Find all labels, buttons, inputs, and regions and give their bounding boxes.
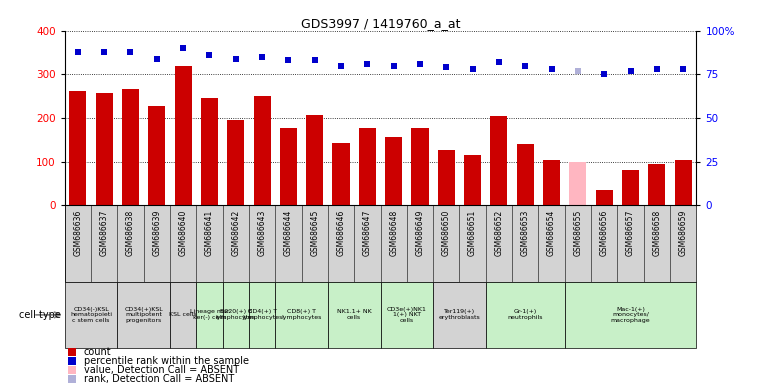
Text: Gr-1(+)
neutrophils: Gr-1(+) neutrophils <box>508 310 543 320</box>
Text: GSM686643: GSM686643 <box>257 209 266 256</box>
Bar <box>280 128 297 205</box>
Text: GSM686645: GSM686645 <box>310 209 319 256</box>
Bar <box>622 170 639 205</box>
Bar <box>117 282 170 348</box>
Text: GSM686657: GSM686657 <box>626 209 635 256</box>
Text: GSM686656: GSM686656 <box>600 209 609 256</box>
Bar <box>674 160 692 205</box>
Bar <box>228 120 244 205</box>
Text: count: count <box>84 347 111 357</box>
Text: GSM686637: GSM686637 <box>100 209 109 256</box>
Bar <box>306 115 323 205</box>
Bar <box>148 106 165 205</box>
Text: GSM686640: GSM686640 <box>179 209 188 256</box>
Text: GSM686658: GSM686658 <box>652 209 661 255</box>
Text: GSM686648: GSM686648 <box>389 209 398 255</box>
Text: CD4(+) T
lymphocytes: CD4(+) T lymphocytes <box>242 310 282 320</box>
Bar <box>174 66 192 205</box>
Text: GSM686650: GSM686650 <box>442 209 451 256</box>
Bar <box>380 282 433 348</box>
Text: B220(+) B
lymphocytes: B220(+) B lymphocytes <box>215 310 256 320</box>
Bar <box>328 282 380 348</box>
Bar <box>565 282 696 348</box>
Text: GSM686636: GSM686636 <box>73 209 82 256</box>
Bar <box>275 282 328 348</box>
Bar <box>65 282 117 348</box>
Text: GSM686652: GSM686652 <box>495 209 504 255</box>
Text: GSM686649: GSM686649 <box>416 209 425 256</box>
Text: GSM686654: GSM686654 <box>547 209 556 256</box>
Bar <box>333 142 349 205</box>
Title: GDS3997 / 1419760_a_at: GDS3997 / 1419760_a_at <box>301 17 460 30</box>
Bar <box>543 161 560 205</box>
Bar <box>569 162 587 205</box>
Bar <box>358 128 376 205</box>
Text: Mac-1(+)
monocytes/
macrophage: Mac-1(+) monocytes/ macrophage <box>611 306 651 323</box>
Text: CD3e(+)NK1
1(+) NKT
cells: CD3e(+)NK1 1(+) NKT cells <box>387 306 427 323</box>
Text: GSM686647: GSM686647 <box>363 209 372 256</box>
Bar <box>385 137 403 205</box>
Text: CD34(-)KSL
hematopoieti
c stem cells: CD34(-)KSL hematopoieti c stem cells <box>70 306 112 323</box>
Bar <box>196 282 222 348</box>
Text: GSM686653: GSM686653 <box>521 209 530 256</box>
Text: GSM686642: GSM686642 <box>231 209 240 255</box>
Bar <box>596 190 613 205</box>
Text: NK1.1+ NK
cells: NK1.1+ NK cells <box>337 310 371 320</box>
Bar <box>438 150 455 205</box>
Text: GSM686655: GSM686655 <box>573 209 582 256</box>
Bar <box>223 282 249 348</box>
Text: KSL cells: KSL cells <box>169 312 197 318</box>
Text: CD34(+)KSL
multipotent
progenitors: CD34(+)KSL multipotent progenitors <box>124 306 163 323</box>
Bar <box>201 98 218 205</box>
Text: GSM686646: GSM686646 <box>336 209 345 256</box>
Bar <box>249 282 275 348</box>
Text: GSM686651: GSM686651 <box>468 209 477 255</box>
Text: percentile rank within the sample: percentile rank within the sample <box>84 356 249 366</box>
Text: CD8(+) T
lymphocytes: CD8(+) T lymphocytes <box>282 310 322 320</box>
Bar <box>253 96 271 205</box>
Text: GSM686644: GSM686644 <box>284 209 293 256</box>
Bar <box>96 93 113 205</box>
Bar <box>490 116 508 205</box>
Bar <box>433 282 486 348</box>
Bar <box>648 164 665 205</box>
Bar <box>464 155 481 205</box>
Text: Lineage mar
ker(-) cells: Lineage mar ker(-) cells <box>189 310 229 320</box>
Text: GSM686641: GSM686641 <box>205 209 214 255</box>
Bar <box>122 89 139 205</box>
Text: GSM686638: GSM686638 <box>126 209 135 255</box>
Bar <box>170 282 196 348</box>
Text: GSM686639: GSM686639 <box>152 209 161 256</box>
Bar <box>69 91 87 205</box>
Bar <box>486 282 565 348</box>
Text: cell type: cell type <box>19 310 61 320</box>
Text: Ter119(+)
erythroblasts: Ter119(+) erythroblasts <box>438 310 480 320</box>
Text: GSM686659: GSM686659 <box>679 209 688 256</box>
Text: rank, Detection Call = ABSENT: rank, Detection Call = ABSENT <box>84 374 234 384</box>
Text: value, Detection Call = ABSENT: value, Detection Call = ABSENT <box>84 365 239 375</box>
Bar <box>412 128 428 205</box>
Bar <box>517 144 533 205</box>
